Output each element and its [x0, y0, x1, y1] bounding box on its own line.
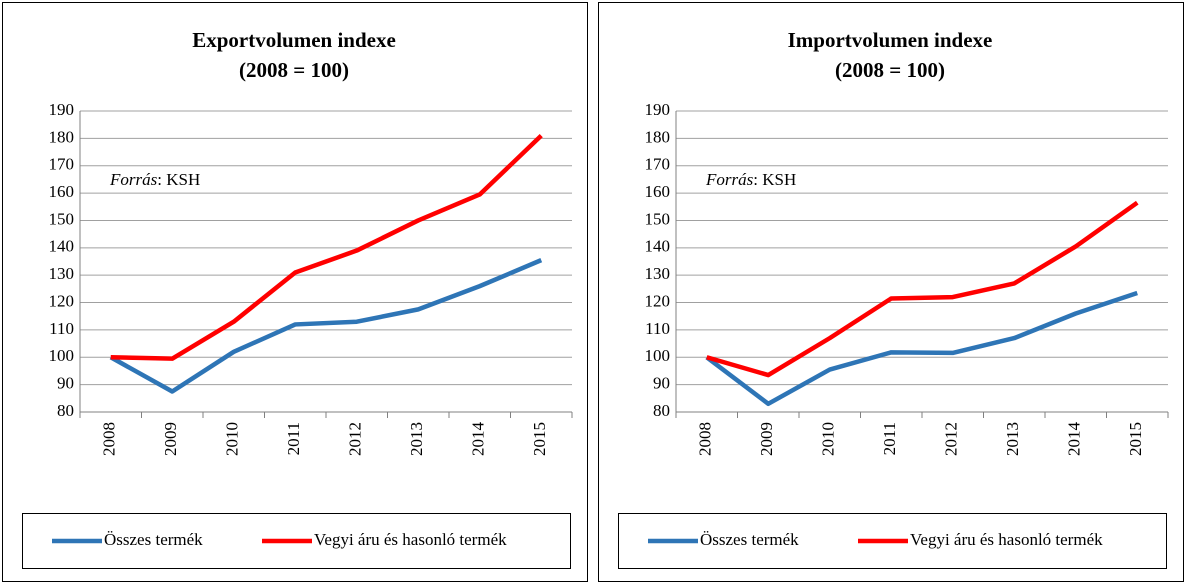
- y-tick-label: 160: [645, 182, 671, 201]
- x-tick-label: 2015: [530, 422, 549, 456]
- panel-border: [598, 2, 1184, 582]
- x-tick-label: 2013: [1003, 422, 1022, 456]
- annotation: Forrás: KSH: [109, 170, 200, 189]
- y-tick-label: 140: [49, 237, 75, 256]
- y-tick-label: 140: [645, 237, 671, 256]
- data-line: [110, 134, 543, 361]
- annotation-label: Forrás: [109, 170, 158, 189]
- y-tick-label: 90: [653, 374, 670, 393]
- y-tick-label: 90: [57, 374, 74, 393]
- y-tick-label: 160: [49, 182, 75, 201]
- y-tick-label: 190: [645, 100, 671, 119]
- y-tick-label: 180: [49, 127, 75, 146]
- annotation: Forrás: KSH: [705, 170, 796, 189]
- chart-title: Exportvolumen indexe: [192, 28, 396, 52]
- x-tick-label: 2008: [696, 422, 715, 456]
- y-tick-label: 120: [49, 291, 75, 310]
- legend-label: Vegyi áru és hasonló termék: [910, 530, 1103, 549]
- x-tick-label: 2009: [757, 422, 776, 456]
- y-tick-label: 100: [49, 346, 75, 365]
- y-tick-label: 120: [645, 291, 671, 310]
- legend-box: [22, 513, 571, 569]
- data-line: [706, 200, 1139, 378]
- y-tick-label: 110: [645, 319, 670, 338]
- chart-title: Importvolumen indexe: [788, 28, 993, 52]
- y-tick-label: 80: [653, 401, 670, 420]
- legend-label: Vegyi áru és hasonló termék: [314, 530, 507, 549]
- x-tick-label: 2008: [100, 422, 119, 456]
- data-line: [705, 290, 1138, 407]
- legend-label: Összes termék: [700, 530, 799, 549]
- legend-box: [618, 513, 1167, 569]
- x-tick-label: 2014: [469, 422, 488, 457]
- x-tick-label: 2009: [161, 422, 180, 456]
- y-tick-label: 110: [49, 319, 74, 338]
- x-tick-label: 2014: [1065, 422, 1084, 457]
- x-tick-label: 2010: [819, 422, 838, 456]
- chart-subtitle: (2008 = 100): [835, 58, 945, 82]
- annotation-source: : KSH: [157, 170, 200, 189]
- y-tick-label: 150: [645, 209, 671, 228]
- y-tick-label: 190: [49, 100, 75, 119]
- panel-border: [2, 2, 588, 582]
- x-tick-label: 2012: [346, 422, 365, 456]
- x-tick-label: 2010: [223, 422, 242, 456]
- panel: Exportvolumen indexe (2008 = 100) 80 90 100 1…: [2, 2, 588, 582]
- legend-label: Összes termék: [104, 530, 203, 549]
- y-tick-label: 180: [645, 127, 671, 146]
- y-tick-label: 150: [49, 209, 75, 228]
- y-tick-label: 100: [645, 346, 671, 365]
- x-tick-label: 2013: [407, 422, 426, 456]
- x-tick-label: 2011: [284, 422, 303, 455]
- x-tick-label: 2015: [1126, 422, 1145, 456]
- y-tick-label: 170: [645, 155, 671, 174]
- data-line: [109, 258, 543, 394]
- y-tick-label: 130: [49, 264, 75, 283]
- x-tick-label: 2011: [880, 422, 899, 455]
- annotation-label: Forrás: [705, 170, 754, 189]
- y-tick-label: 130: [645, 264, 671, 283]
- y-tick-label: 170: [49, 155, 75, 174]
- panel: Importvolumen indexe (2008 = 100) 80 90 100 1…: [598, 2, 1184, 582]
- annotation-source: : KSH: [753, 170, 796, 189]
- x-tick-label: 2012: [942, 422, 961, 456]
- chart-subtitle: (2008 = 100): [239, 58, 349, 82]
- y-tick-label: 80: [57, 401, 74, 420]
